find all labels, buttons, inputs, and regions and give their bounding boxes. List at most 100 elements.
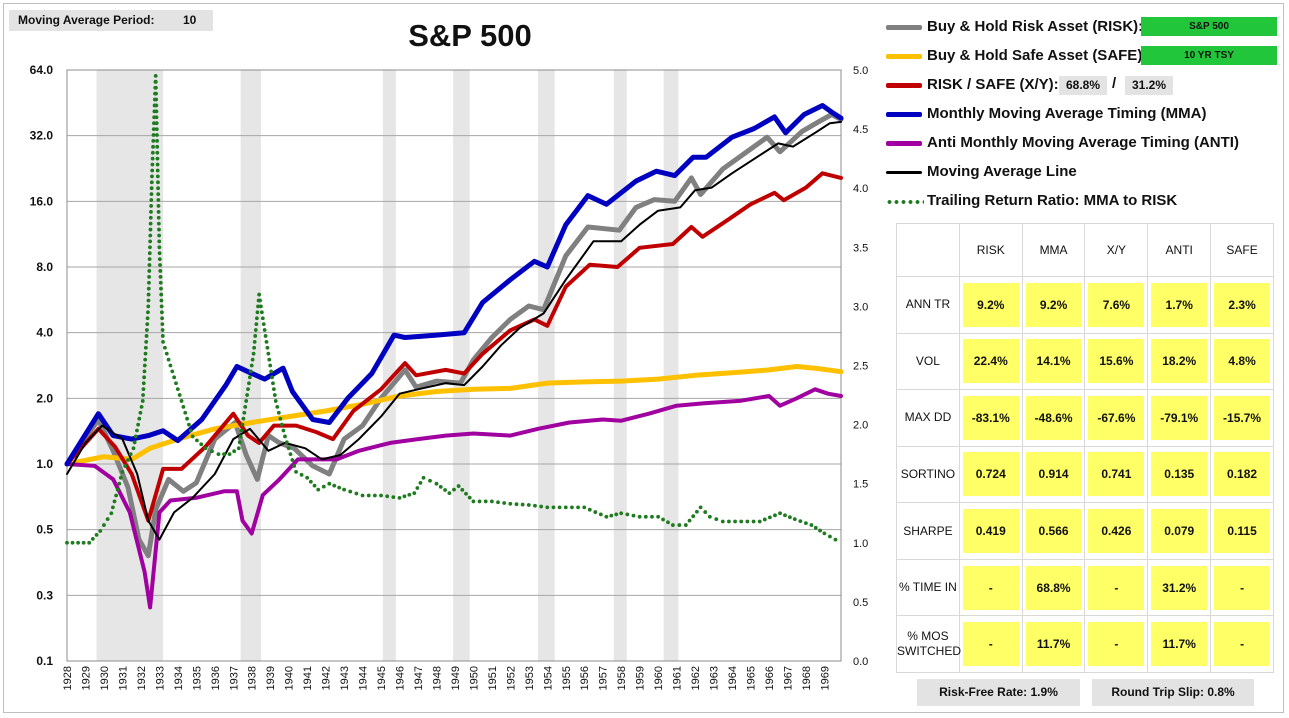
ratio-point <box>421 475 426 480</box>
ratio-point <box>269 369 274 374</box>
ratio-point <box>210 449 214 454</box>
ratio-point <box>181 404 186 409</box>
ratio-point <box>656 514 661 519</box>
stats-cell: 0.135 <box>1151 452 1208 497</box>
x-tick-label: 1956 <box>579 666 591 690</box>
x-tick-label: 1967 <box>782 666 794 690</box>
ratio-point <box>804 521 808 525</box>
ratio-point <box>253 334 258 338</box>
risk-asset-select[interactable]: S&P 500 <box>1141 17 1277 36</box>
x-tick-label: 1943 <box>339 666 351 690</box>
x-tick-label: 1940 <box>284 666 296 690</box>
moving-average-period-box[interactable]: Moving Average Period: 10 <box>9 10 213 31</box>
legend-mix-swatch <box>886 83 922 88</box>
x-tick-label: 1938 <box>247 666 259 690</box>
ratio-point <box>149 180 154 185</box>
legend-safe-label: Buy & Hold Safe Asset (SAFE): <box>927 47 1148 64</box>
ratio-point <box>452 487 456 492</box>
ratio-point <box>154 115 159 120</box>
ratio-point <box>236 446 241 451</box>
ratio-point <box>745 519 750 524</box>
ratio-point <box>262 328 267 332</box>
ratio-point <box>249 363 254 368</box>
mix-risk-weight[interactable]: 68.8% <box>1059 76 1107 95</box>
x-tick-label: 1960 <box>653 666 665 690</box>
legend-ratio: Trailing Return Ratio: MMA to RISK <box>886 190 1256 212</box>
ratio-point <box>154 103 159 108</box>
ratio-point <box>593 510 598 514</box>
period-value[interactable]: 10 <box>183 13 197 27</box>
ratio-point <box>174 381 178 386</box>
ratio-point <box>148 227 153 232</box>
x-tick-label: 1928 <box>62 666 74 690</box>
ratio-point <box>337 485 342 490</box>
ratio-point <box>402 494 407 499</box>
ratio-point <box>670 523 675 527</box>
ratio-point <box>137 416 142 421</box>
legend-mma-label: Monthly Moving Average Timing (MMA) <box>927 105 1207 122</box>
y-right-tick-label: 0.0 <box>853 656 868 668</box>
ratio-point <box>434 481 439 486</box>
ratio-point <box>159 292 164 297</box>
ratio-point <box>254 322 259 327</box>
stats-cell: 0.182 <box>1214 452 1270 497</box>
ratio-point <box>76 540 80 545</box>
ratio-point <box>551 505 556 510</box>
legend-risk: Buy & Hold Risk Asset (RISK): <box>886 16 1144 38</box>
stats-cell: 7.6% <box>1088 282 1145 327</box>
stats-row-max-dd: MAX DD -83.1% -48.6% -67.6% -79.1% -15.7… <box>896 389 1274 447</box>
ratio-point <box>714 517 719 522</box>
ratio-point <box>792 517 797 522</box>
ratio-point <box>199 442 204 447</box>
ratio-point <box>526 503 531 507</box>
ratio-point <box>115 487 120 492</box>
stats-cell: 0.079 <box>1151 509 1208 554</box>
stats-row-ann-tr: ANN TR 9.2% 9.2% 7.6% 1.7% 2.3% <box>896 276 1274 334</box>
y-left-tick-label: 64.0 <box>30 63 54 77</box>
shaded-period <box>613 70 627 661</box>
ratio-point <box>150 168 155 173</box>
ratio-point <box>263 334 268 338</box>
ratio-point <box>477 499 482 504</box>
ratio-point <box>778 511 782 516</box>
ratio-point <box>114 493 118 498</box>
stats-cell: 0.724 <box>962 452 1019 497</box>
ratio-point <box>533 503 537 508</box>
ratio-point <box>156 192 161 197</box>
legend-ratio-label: Trailing Return Ratio: MMA to RISK <box>927 192 1178 209</box>
stats-cell: 0.566 <box>1025 509 1082 554</box>
ratio-point <box>259 310 264 315</box>
ratio-point <box>187 422 191 427</box>
ratio-point <box>244 399 249 403</box>
y-right-tick-label: 0.5 <box>853 597 868 609</box>
ratio-point <box>514 502 519 507</box>
stats-col-mma: MMA <box>1021 223 1086 277</box>
ratio-point <box>271 381 275 386</box>
ratio-point <box>156 186 160 191</box>
stats-cell: -83.1% <box>962 395 1019 440</box>
ratio-point <box>762 517 767 522</box>
stats-cell: -79.1% <box>1151 395 1208 440</box>
round-trip-slip[interactable]: Round Trip Slip: 0.8% <box>1092 679 1254 706</box>
y-left-tick-label: 8.0 <box>36 260 53 274</box>
ratio-point <box>160 322 165 327</box>
ratio-point <box>397 495 402 500</box>
legend-mix-label: RISK / SAFE (X/Y): <box>927 76 1059 93</box>
ratio-point <box>272 393 277 397</box>
risk-free-rate[interactable]: Risk-Free Rate: 1.9% <box>917 679 1080 706</box>
ratio-point <box>145 322 150 327</box>
ratio-point <box>147 263 152 267</box>
ratio-point <box>443 488 447 492</box>
mix-safe-weight[interactable]: 31.2% <box>1125 76 1173 95</box>
ratio-point <box>128 452 133 457</box>
x-tick-label: 1942 <box>321 666 333 690</box>
stats-row-label: ANN TR <box>896 276 960 334</box>
ratio-point <box>292 464 297 468</box>
stats-col-blank <box>896 223 960 277</box>
ratio-point <box>545 505 550 510</box>
legend-ma: Moving Average Line <box>886 161 1256 183</box>
ratio-point <box>539 504 544 509</box>
ratio-point <box>739 519 744 524</box>
safe-asset-select[interactable]: 10 YR TSY <box>1141 46 1277 65</box>
x-tick-label: 1958 <box>616 666 628 690</box>
